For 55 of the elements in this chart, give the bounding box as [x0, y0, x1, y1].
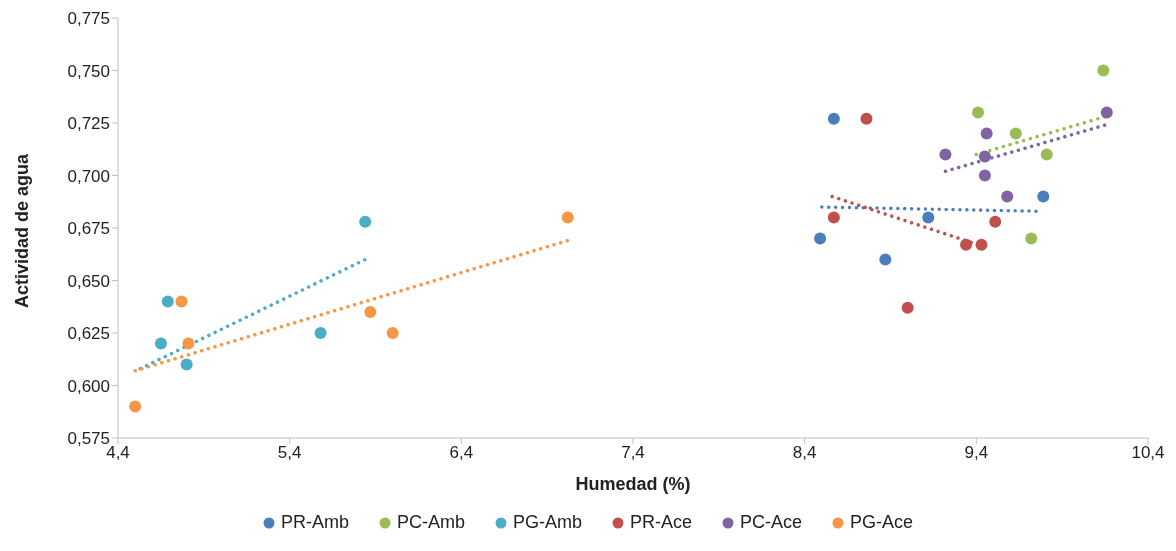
- point: [386, 327, 399, 339]
- y-tick-label: 0,700: [67, 166, 110, 186]
- x-tick-label: 8,4: [792, 443, 817, 463]
- point: [175, 295, 188, 308]
- point: [860, 112, 873, 125]
- x-tick-label: 10,4: [1131, 443, 1165, 463]
- x-axis-title: Humedad (%): [575, 474, 691, 494]
- point: [901, 301, 914, 314]
- point: [1097, 64, 1110, 77]
- point: [980, 127, 993, 140]
- y-axis-title: Actividad de agua: [12, 152, 33, 308]
- point: [1100, 106, 1113, 119]
- point: [975, 238, 988, 251]
- point: [1025, 232, 1038, 245]
- point: [182, 337, 195, 350]
- point: [561, 211, 574, 224]
- point: [827, 211, 840, 224]
- point: [1009, 127, 1022, 140]
- point: [978, 169, 991, 182]
- x-tick-label: 7,4: [621, 443, 645, 463]
- point: [879, 253, 892, 266]
- point: [922, 211, 935, 224]
- x-tick-label: 6,4: [449, 443, 474, 463]
- point: [359, 215, 372, 228]
- point: [314, 327, 327, 339]
- point: [814, 232, 827, 245]
- point: [154, 337, 167, 350]
- y-tick-label: 0,775: [67, 9, 110, 29]
- point: [939, 148, 952, 161]
- y-tick-label: 0,600: [67, 376, 110, 396]
- legend-label: PC-Ace: [740, 512, 803, 533]
- point: [129, 400, 142, 413]
- point: [972, 106, 985, 119]
- point: [989, 215, 1002, 228]
- x-tick-label: 5,4: [277, 443, 302, 463]
- point: [827, 112, 840, 125]
- point: [1040, 148, 1053, 161]
- point: [1001, 190, 1014, 203]
- y-tick-label: 0,750: [67, 61, 110, 81]
- point: [978, 150, 991, 163]
- point: [364, 306, 377, 318]
- y-tick-label: 0,675: [67, 219, 110, 239]
- point: [180, 358, 193, 371]
- legend-label: PC-Amb: [396, 512, 465, 533]
- legend-label: PR-Ace: [629, 512, 692, 533]
- point: [1037, 190, 1050, 203]
- legend-label: PR-Amb: [280, 512, 349, 533]
- legend-label: PG-Amb: [512, 512, 582, 533]
- y-tick-label: 0,650: [67, 271, 110, 291]
- point: [161, 295, 174, 308]
- x-tick-label: 9,4: [964, 443, 989, 463]
- legend-label: PG-Ace: [850, 512, 914, 533]
- point: [960, 238, 973, 251]
- y-tick-label: 0,625: [67, 324, 110, 344]
- y-tick-label: 0,725: [67, 114, 110, 134]
